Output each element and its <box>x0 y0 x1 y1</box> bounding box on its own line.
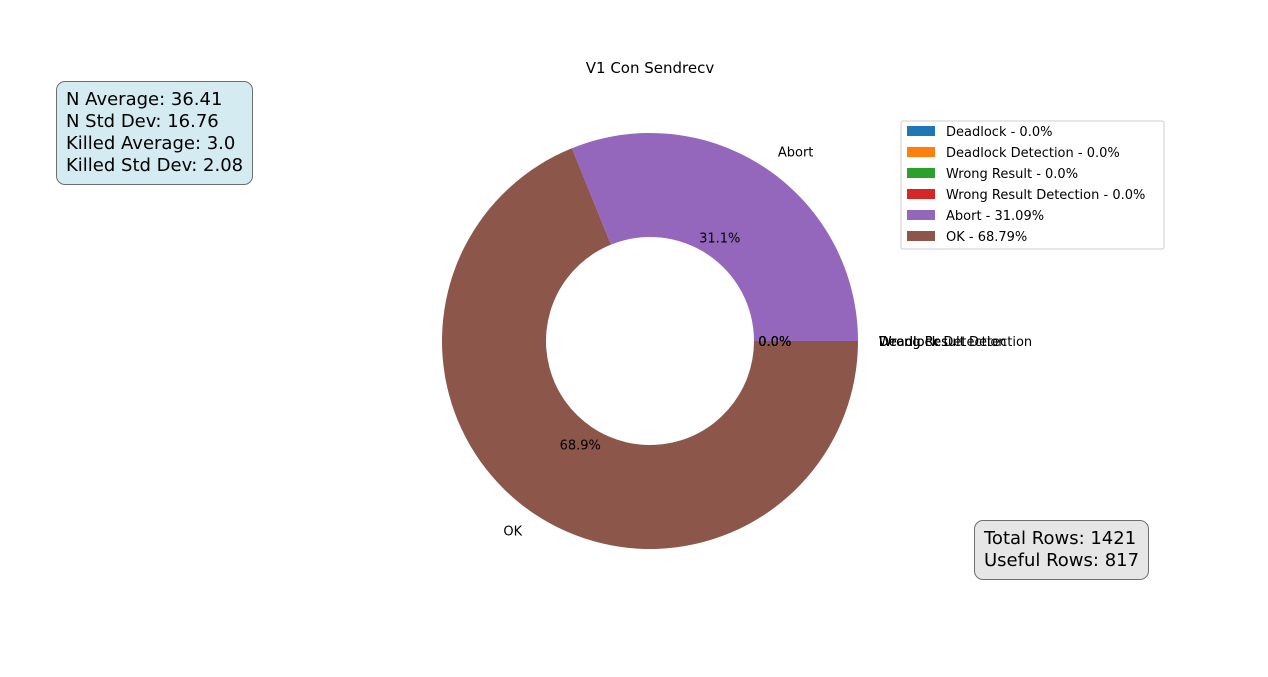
pie-category-label-wrong-result-detection: Wrong Result Detection <box>879 335 1032 350</box>
pie-pct-label-abort: 31.1% <box>699 232 740 247</box>
legend-swatch-wrong-result <box>907 168 935 178</box>
pie-pct-label-wrong-result: 0.0% <box>758 335 791 350</box>
legend: Deadlock - 0.0% Deadlock Detection - 0.0%… <box>900 120 1165 250</box>
legend-label-abort: Abort - 31.09% <box>946 209 1044 224</box>
legend-swatch-wrong-result-detection <box>907 189 935 199</box>
legend-swatch-deadlock <box>907 126 935 136</box>
legend-label-wrong-result: Wrong Result - 0.0% <box>946 167 1078 182</box>
stat-useful-rows: Useful Rows: 817 <box>984 550 1140 571</box>
pie-pct-label-wrong-result-detection: 0.0% <box>758 335 791 350</box>
pie-pct-label-deadlock-detection: 0.0% <box>758 335 791 350</box>
legend-frame <box>900 120 1165 250</box>
stat-total-rows: Total Rows: 1421 <box>984 528 1137 549</box>
pie-category-label-abort: Abort <box>778 145 814 160</box>
legend-label-deadlock-detection: Deadlock Detection - 0.0% <box>946 146 1120 161</box>
pie-pct-label-ok: 68.9% <box>560 438 601 453</box>
pie-slice-abort <box>571 133 858 341</box>
pie-slices <box>442 133 858 549</box>
legend-swatch-deadlock-detection <box>907 147 935 157</box>
pie-pct-label-deadlock: 0.0% <box>758 335 791 350</box>
pie-category-label-deadlock-detection: Deadlock Detection <box>879 335 1007 350</box>
stat-killed-std-dev: Killed Std Dev: 2.08 <box>66 155 244 176</box>
legend-swatch-ok <box>907 231 935 241</box>
stats-box-n-killed: N Average: 36.41 N Std Dev: 16.76 Killed… <box>56 81 254 185</box>
stats-box-rows: Total Rows: 1421 Useful Rows: 817 <box>974 520 1150 580</box>
pie-category-label-deadlock: Deadlock <box>879 335 940 350</box>
legend-label-deadlock: Deadlock - 0.0% <box>946 125 1052 140</box>
pie-category-label-wrong-result: Wrong Result <box>879 335 965 350</box>
stat-n-std-dev: N Std Dev: 16.76 <box>66 111 219 132</box>
legend-swatch-abort <box>907 210 935 220</box>
stat-n-average: N Average: 36.41 <box>66 89 223 110</box>
pie-slice-ok <box>442 148 858 549</box>
legend-label-wrong-result-detection: Wrong Result Detection - 0.0% <box>946 188 1145 203</box>
stat-killed-average: Killed Average: 3.0 <box>66 133 236 154</box>
chart-title: V1 Con Sendrecv <box>586 59 715 77</box>
pie-category-label-ok: OK <box>503 525 522 540</box>
legend-label-ok: OK - 68.79% <box>946 230 1027 245</box>
